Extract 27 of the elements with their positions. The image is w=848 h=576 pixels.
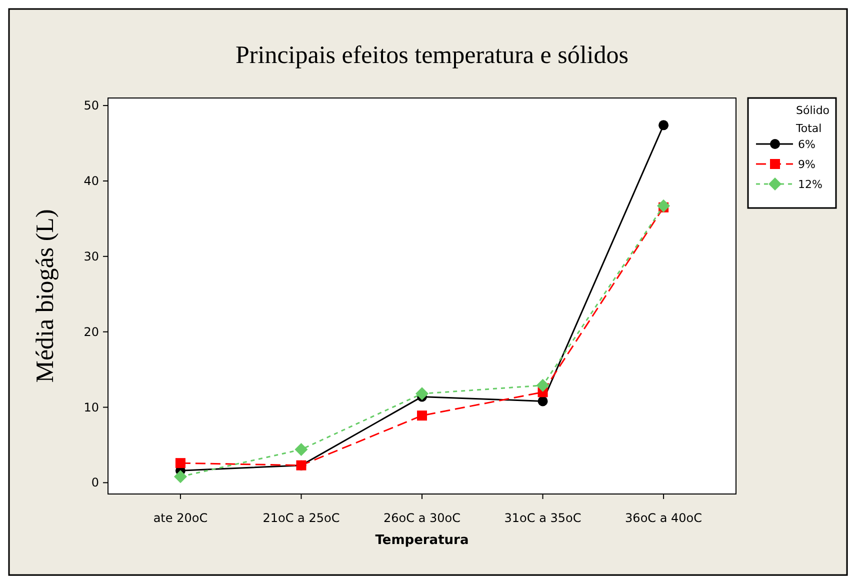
point [416, 387, 428, 400]
x-axis-title: Temperatura [375, 533, 469, 548]
x-tick-label: 21oC a 25oC [262, 511, 340, 525]
point [294, 442, 308, 456]
y-tick-label: 50 [84, 98, 99, 113]
y-tick-label: 30 [84, 249, 99, 264]
x-tick-label: ate 20oC [153, 511, 208, 525]
legend-label: 9% [798, 158, 816, 171]
legend-label: 12% [798, 178, 822, 191]
x-tick-label: 26oC a 30oC [384, 511, 460, 525]
legend-label: 6% [798, 138, 816, 151]
y-axis-title: Média biogás (L) [32, 209, 59, 383]
point [175, 458, 186, 468]
point [538, 396, 548, 406]
legend-title: Sólido Total [795, 104, 830, 135]
point [657, 199, 670, 212]
point [417, 410, 427, 421]
y-tick-label: 0 [91, 476, 99, 490]
y-tick-label: 40 [84, 174, 99, 188]
x-tick-label: 31oC a 35oC [504, 511, 582, 525]
point [536, 378, 550, 392]
y-tick-label: 10 [84, 400, 99, 414]
x-tick-label: 36oC a 40oC [625, 511, 702, 525]
chart-title: Principais efeitos temperatura e sólidos [236, 42, 628, 69]
point [658, 120, 669, 130]
y-tick-label: 20 [84, 324, 99, 339]
point [174, 470, 187, 484]
